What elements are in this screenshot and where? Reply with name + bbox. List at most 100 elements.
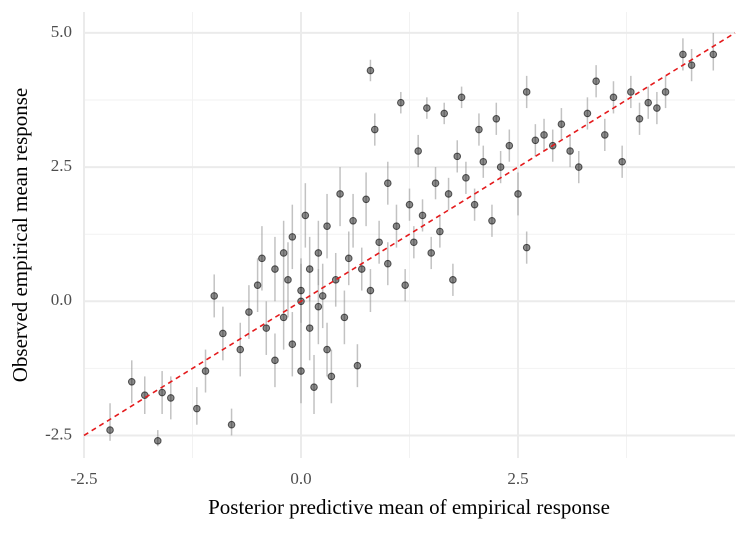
point — [284, 276, 292, 284]
point — [227, 420, 236, 429]
point — [709, 50, 718, 59]
x-axis-title: Posterior predictive mean of empirical r… — [208, 495, 610, 519]
point — [258, 254, 266, 263]
point — [314, 302, 323, 311]
point — [522, 243, 531, 252]
point — [375, 238, 383, 247]
x-tick-label: 2.5 — [507, 469, 528, 488]
point — [601, 131, 609, 139]
point — [462, 174, 470, 182]
point — [357, 265, 366, 273]
point — [410, 238, 418, 247]
point — [366, 286, 375, 295]
point — [436, 227, 444, 236]
point — [566, 147, 574, 155]
point — [318, 292, 327, 300]
point — [271, 356, 279, 365]
point — [653, 104, 661, 112]
point — [427, 249, 436, 257]
y-tick-label: 5.0 — [51, 22, 72, 41]
point — [449, 276, 457, 284]
point — [609, 93, 618, 102]
point — [397, 98, 405, 107]
point — [418, 211, 427, 220]
point — [423, 104, 431, 112]
point — [370, 125, 379, 134]
y-tick-label: 0.0 — [51, 290, 72, 309]
x-tick-label: 0.0 — [290, 469, 311, 488]
point — [479, 157, 488, 166]
point — [297, 286, 305, 295]
point — [401, 281, 409, 289]
point — [336, 190, 344, 198]
point — [323, 345, 331, 354]
point — [288, 233, 297, 241]
point — [353, 361, 362, 370]
point — [253, 281, 262, 289]
point — [323, 222, 331, 230]
point — [514, 190, 522, 198]
point — [301, 211, 310, 220]
point — [340, 313, 349, 322]
point — [540, 131, 548, 139]
point — [305, 324, 314, 332]
point — [687, 61, 696, 69]
point — [444, 190, 453, 198]
point — [310, 383, 318, 391]
point — [574, 163, 583, 171]
point — [679, 50, 687, 59]
point — [219, 329, 227, 338]
point — [140, 391, 149, 400]
point — [475, 125, 483, 134]
point — [167, 394, 175, 402]
y-axis-title: Observed empirical mean response — [8, 88, 32, 382]
point — [245, 308, 253, 316]
point — [384, 179, 392, 188]
identity-line — [83, 32, 736, 437]
point — [349, 216, 357, 225]
point — [488, 216, 496, 225]
point — [661, 88, 670, 96]
point — [457, 93, 466, 102]
point — [505, 141, 514, 150]
point — [344, 254, 353, 263]
point — [405, 200, 414, 209]
point — [158, 388, 166, 397]
point — [392, 222, 401, 230]
point — [288, 340, 297, 349]
point — [327, 372, 336, 381]
point — [279, 249, 288, 257]
point — [496, 163, 505, 171]
y-tick-label: 2.5 — [51, 156, 72, 175]
point — [470, 200, 479, 209]
point — [557, 120, 566, 128]
point — [279, 313, 288, 322]
point — [366, 66, 375, 75]
point — [362, 195, 370, 204]
point — [627, 88, 635, 96]
point — [297, 367, 305, 375]
point — [201, 367, 210, 375]
point — [106, 426, 114, 434]
point — [618, 157, 626, 166]
point — [635, 115, 644, 123]
point — [592, 77, 600, 86]
x-tick-label: -2.5 — [71, 469, 98, 488]
y-tick-label: -2.5 — [45, 424, 72, 443]
point — [431, 179, 440, 188]
point — [414, 147, 422, 155]
point — [522, 88, 531, 96]
point — [644, 98, 653, 107]
point — [236, 345, 245, 354]
point — [271, 265, 279, 273]
point — [440, 109, 449, 118]
point — [210, 292, 218, 300]
point — [153, 437, 162, 445]
point — [127, 377, 136, 386]
point — [531, 136, 540, 145]
point — [453, 152, 462, 161]
point — [384, 259, 392, 268]
point — [314, 249, 323, 257]
point — [305, 265, 314, 273]
